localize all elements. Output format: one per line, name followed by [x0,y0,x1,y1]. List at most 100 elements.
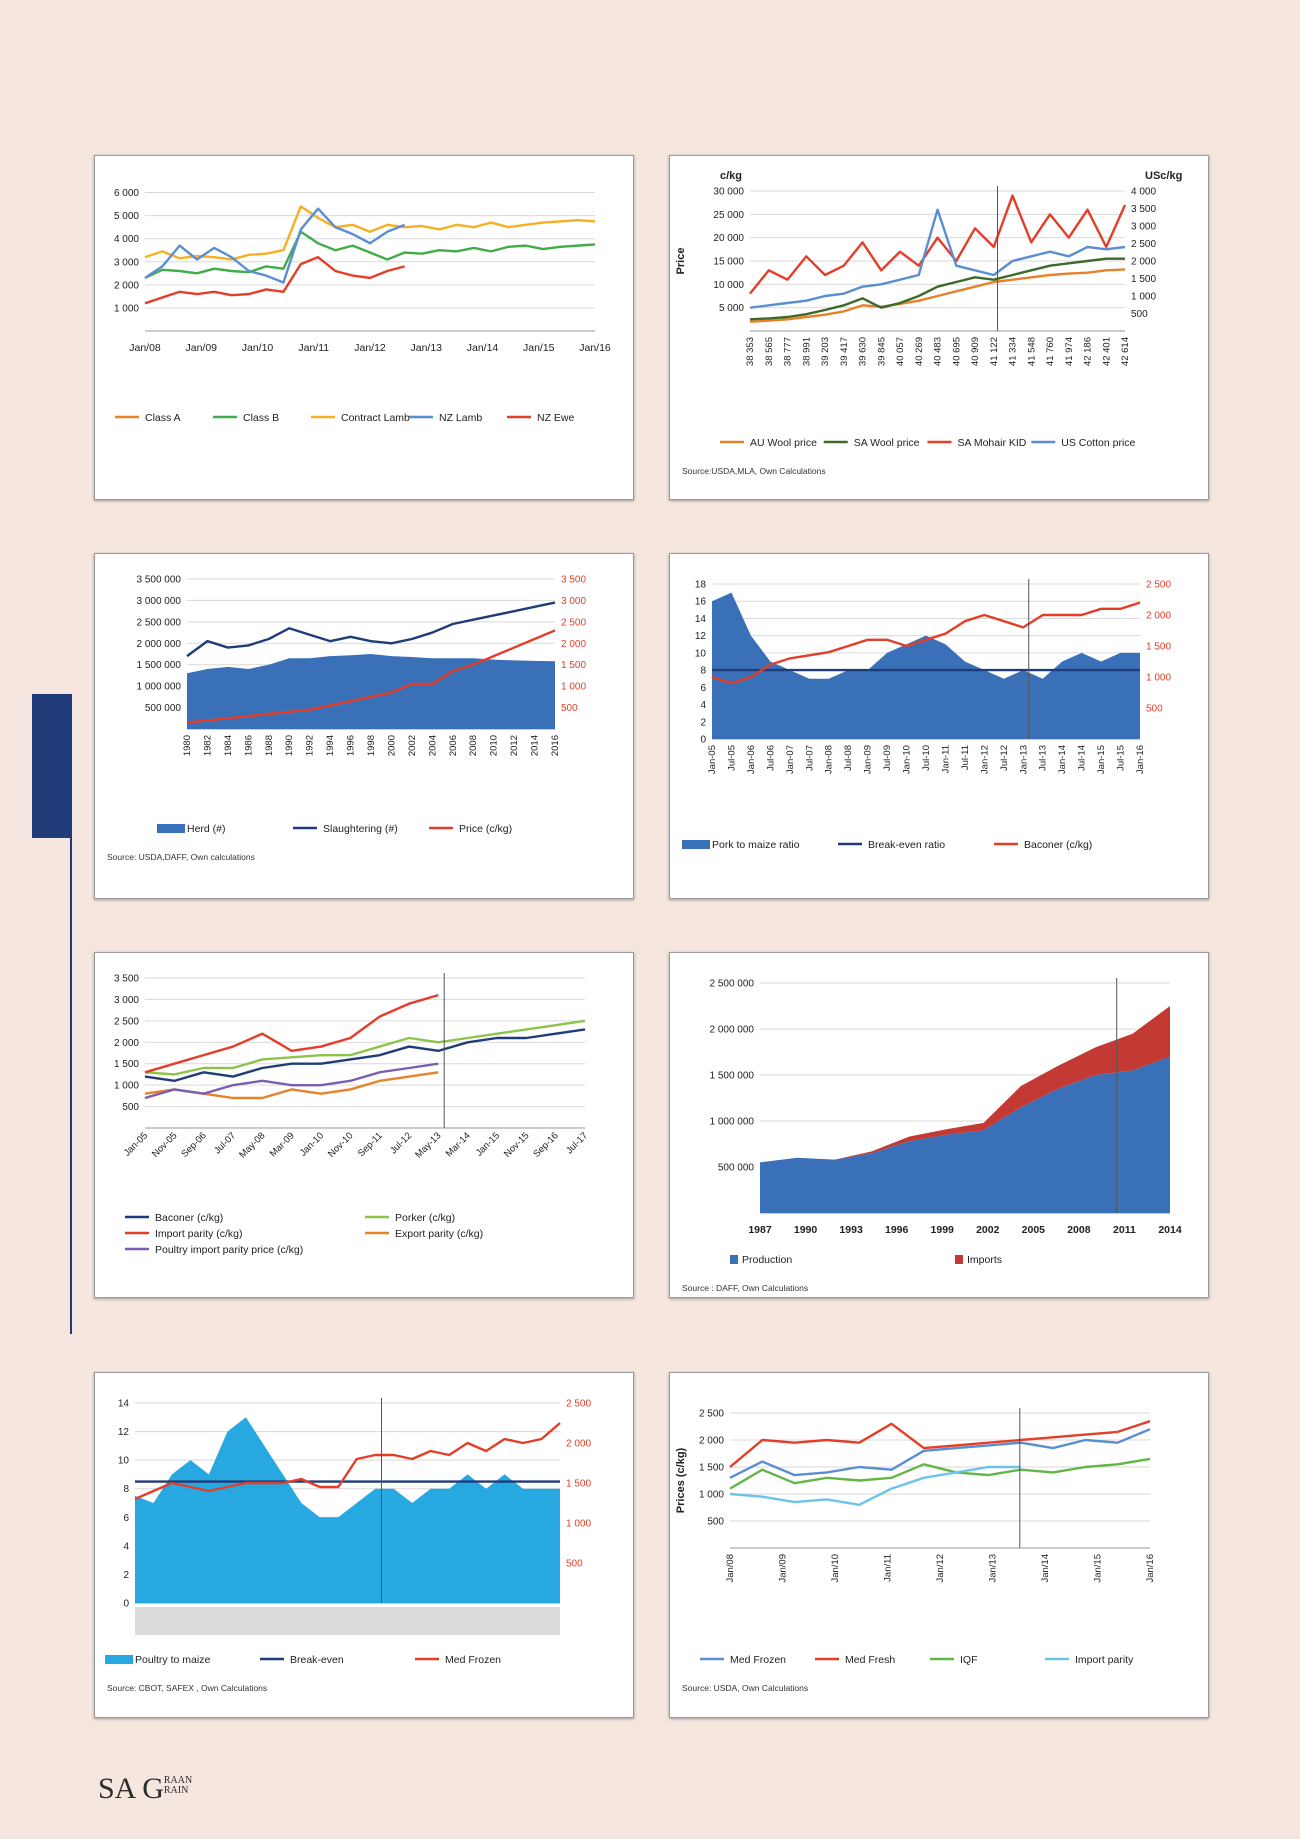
y2-tick-label: 2 500 [561,617,586,628]
x-tick-label: Jan/12 [935,1554,946,1583]
x-tick-label: 41 548 [1026,337,1037,366]
x-tick-label: 1996 [885,1224,909,1236]
x-tick-label: 1999 [931,1224,955,1236]
x-tick-label: Mar-14 [444,1130,473,1159]
y-axis-label: Price [675,248,687,275]
legend-swatch [157,824,185,833]
y-tick-label: 2 500 [114,1016,139,1027]
x-tick-label: 41 974 [1064,337,1075,366]
y-tick-label: 14 [695,614,707,625]
chart-lamb-prices: 1 000 2 000 3 000 4 000 5 000 6 000 Jan/08 Jan/… [114,188,611,424]
series-line [144,207,406,284]
x-tick-label: 41 334 [1008,337,1019,366]
y2-tick-label: 2 000 [1131,257,1156,268]
x-tick-label: Sep-06 [179,1130,208,1159]
x-tick-label: Jul-15 [1116,745,1127,771]
y2-tick-label: 500 [566,1559,583,1570]
y-tick-label: 6 [700,683,706,694]
y2-tick-label: 1 000 [566,1519,591,1530]
x-tick-label: Jul-14 [1077,745,1088,771]
x-tick-label: Jan-12 [979,745,990,774]
x-tick-label: 2004 [427,735,438,756]
y-tick-label: 2 000 000 [137,639,182,650]
x-tick-label: Jan-07 [785,745,796,774]
series-line [749,257,1125,321]
series-area [712,592,1140,739]
y2-tick-label: 3 000 [1131,222,1156,233]
source-note: Source : DAFF, Own Calculations [682,1283,808,1293]
x-tick-label: Jul-12 [999,745,1010,771]
x-tick-label: Jul-07 [804,745,815,771]
legend-label: Pork to maize ratio [712,839,800,851]
logo-bottom: RAIN [163,1785,189,1796]
series-line [144,255,405,305]
legend-label: AU Wool price [750,437,817,449]
legend-label: Imports [967,1254,1002,1266]
x-tick-label: Jan-13 [1018,745,1029,774]
x-tick-label: Jan/16 [1145,1554,1156,1583]
x-tick-label: Jan/13 [988,1554,999,1583]
x-tick-label: Jan-05 [707,745,718,774]
logo-top: RAAN [163,1775,193,1786]
y-tick-label: 0 [700,735,706,746]
legend-label: Production [742,1254,792,1266]
sa-graan-logo: SA GRAAN RAIN [98,1772,192,1806]
x-tick-label: 2000 [386,735,397,756]
y2-tick-label: 500 [1131,309,1148,320]
section-rule [70,694,72,1334]
legend-label: SA Mohair KID [958,437,1027,449]
x-tick-label: Jan/11 [883,1554,894,1582]
x-tick-label: Jan/09 [778,1554,789,1583]
legend-label: Med Frozen [445,1654,501,1666]
legend-label: Class B [243,412,279,424]
y-tick-label: 1 000 000 [710,1117,755,1128]
y-tick-label: 10 000 [713,280,744,291]
y2-tick-label: 1 000 [561,682,586,693]
x-tick-label: Jan/09 [185,342,217,354]
y-tick-label: 12 [695,631,707,642]
legend-label: US Cotton price [1061,437,1135,449]
x-tick-label: Jul-13 [1038,745,1049,771]
source-note: Source: USDA,DAFF, Own calculations [107,852,255,862]
x-tick-label: May-13 [413,1130,443,1160]
x-tick-label: Jan/11 [298,342,329,354]
x-tick-label: Jan-09 [863,745,874,774]
x-tick-label: Jan/15 [523,342,555,354]
y-tick-label: 500 000 [718,1163,755,1174]
y-tick-label: 30 000 [713,187,744,198]
legend-label: Med Fresh [845,1654,895,1666]
y-tick-label: 15 000 [713,257,744,268]
x-tick-label: 1982 [202,735,213,756]
x-tick-label: 42 186 [1083,337,1094,366]
x-tick-label: 38 565 [764,337,775,366]
y-tick-label: 16 [695,597,707,608]
series-line [749,208,1126,309]
legend-label: Import parity [1075,1654,1134,1666]
legend-label: Herd (#) [187,823,226,835]
x-tick-label: 40 483 [933,337,944,366]
x-tick-label: Jan/16 [579,342,611,354]
legend-label: Baconer (c/kg) [1024,839,1092,851]
x-tick-label: 1986 [243,735,254,756]
legend-label: Porker (c/kg) [395,1212,455,1224]
y-tick-label: 2 500 000 [710,979,755,990]
y-tick-label: 3 500 [114,974,139,985]
legend-label: Baconer (c/kg) [155,1212,223,1224]
series-line [144,993,439,1074]
y-tick-label: 500 [122,1102,139,1113]
x-tick-label: 42 401 [1101,337,1112,366]
y-tick-label: 1 500 [114,1059,139,1070]
x-tick-label: Jan-14 [1057,745,1068,774]
y-tick-label: 1 000 000 [137,682,182,693]
y2-tick-label: 2 000 [1146,611,1171,622]
x-tick-label: 1980 [182,735,193,756]
x-tick-label: 42 614 [1120,337,1131,366]
x-tick-label: 2006 [448,735,459,756]
x-tick-label: 41 122 [989,337,1000,366]
y2-tick-label: 3 000 [561,596,586,607]
y-tick-label: 2 [123,1570,129,1581]
legend-label: Med Frozen [730,1654,786,1666]
series-area [760,1056,1170,1213]
y-tick-label: 18 [695,580,707,591]
